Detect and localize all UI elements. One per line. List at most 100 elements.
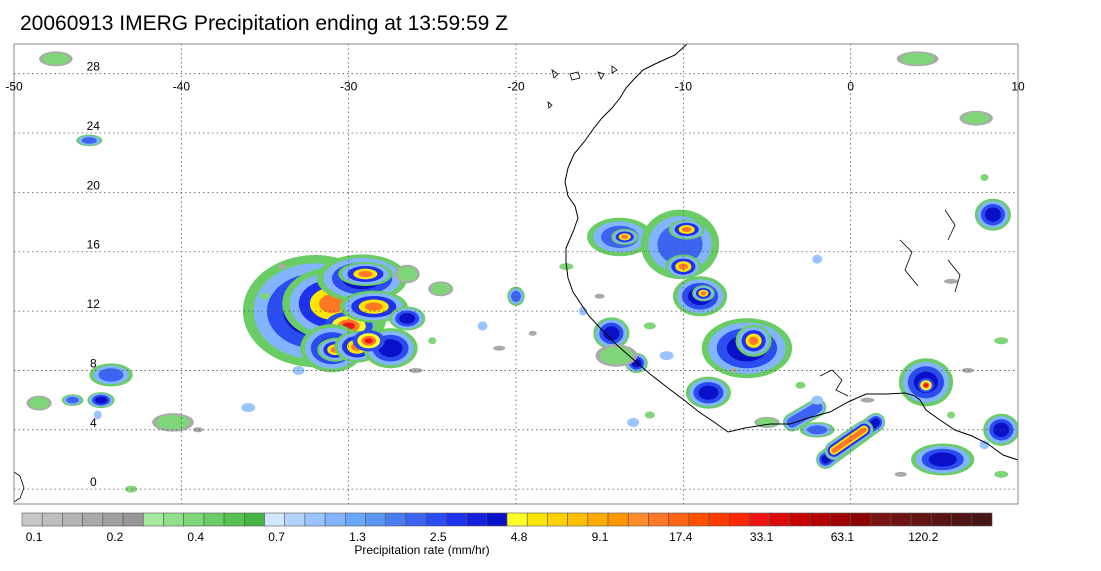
- colorbar-swatch: [668, 512, 690, 527]
- precip-cell: [621, 234, 629, 239]
- precip-cell: [81, 137, 97, 144]
- precip-speckle: [644, 411, 655, 419]
- colorbar-swatch: [789, 512, 811, 527]
- precip-cell: [993, 422, 1010, 437]
- lon-tick-label: -30: [340, 80, 358, 94]
- precip-speckle: [260, 292, 270, 300]
- colorbar-swatch: [547, 512, 568, 527]
- colorbar-swatch: [284, 512, 306, 527]
- colorbar-tick-label: 9.1: [592, 530, 609, 544]
- precip-speckle: [812, 254, 823, 264]
- colorbar-swatch: [243, 512, 265, 527]
- precip-cell: [681, 226, 692, 233]
- colorbar-swatch: [41, 512, 63, 527]
- precip-cell: [756, 417, 778, 427]
- lat-tick-label: 4: [90, 416, 97, 430]
- precip-cell: [700, 291, 707, 296]
- precip-cell: [399, 313, 416, 324]
- inland-border-1: [819, 209, 961, 397]
- lon-tick-label: 10: [1011, 80, 1025, 94]
- left-edge-coast: [14, 471, 25, 503]
- precip-cell: [984, 207, 1001, 222]
- precip-speckle: [594, 293, 605, 299]
- colorbar-swatch: [951, 512, 973, 527]
- precip-speckle: [659, 351, 674, 361]
- colorbar-swatch: [809, 512, 831, 527]
- precip-speckle: [428, 337, 437, 345]
- lat-tick-label: 12: [87, 297, 101, 311]
- precip-cell: [698, 385, 719, 400]
- coastline: [14, 44, 1018, 503]
- precip-cell: [358, 270, 373, 278]
- lat-tick-label: 8: [90, 356, 97, 370]
- precip-cell: [378, 339, 403, 358]
- precip-cell: [397, 266, 418, 282]
- colorbar-swatch: [607, 512, 629, 527]
- precip-speckle: [477, 321, 488, 331]
- colorbar-tick-label: 0.7: [268, 530, 285, 544]
- colorbar-swatch: [486, 512, 508, 527]
- precipitation-layer: [26, 51, 1018, 493]
- colorbar-tick-label: 120.2: [908, 530, 938, 544]
- precip-speckle: [894, 471, 907, 477]
- precip-speckle: [493, 345, 506, 351]
- precip-cell: [94, 396, 108, 404]
- precip-cell: [156, 414, 190, 430]
- precip-cell: [678, 263, 689, 270]
- precip-speckle: [947, 411, 956, 419]
- colorbar-tick-label: 0.2: [107, 530, 124, 544]
- colorbar-swatch: [728, 512, 750, 527]
- africa-coastline: [564, 44, 1018, 461]
- precip-speckle: [627, 417, 640, 427]
- colorbar-swatch: [506, 512, 528, 527]
- precip-cell: [603, 326, 620, 341]
- colorbar-swatch: [910, 512, 932, 527]
- colorbar-swatch: [971, 512, 993, 527]
- precip-speckle: [528, 330, 537, 336]
- precip-speckle: [980, 174, 989, 182]
- precip-speckle: [193, 427, 204, 433]
- precip-speckle: [994, 337, 1009, 345]
- colorbar-swatch: [830, 512, 851, 527]
- colorbar-swatch: [567, 512, 589, 527]
- precip-cell: [748, 336, 759, 345]
- precip-speckle: [93, 410, 102, 420]
- precip-cell: [928, 452, 957, 467]
- colorbar-swatch: [425, 512, 447, 527]
- colorbar-tick-label: 33.1: [750, 530, 774, 544]
- page-title: 20060913 IMERG Precipitation ending at 1…: [20, 12, 508, 35]
- colorbar-swatch: [931, 512, 952, 527]
- colorbar-swatch: [21, 512, 43, 527]
- colorbar-swatch: [385, 512, 407, 527]
- colorbar-swatch: [526, 512, 548, 527]
- lon-tick-label: -10: [675, 80, 693, 94]
- colorbar-swatch: [163, 512, 184, 527]
- map-frame: [13, 43, 1019, 505]
- precip-cell: [98, 368, 124, 382]
- colorbar-swatch: [870, 512, 892, 527]
- colorbar-swatch: [142, 512, 164, 527]
- precip-cell: [364, 302, 383, 311]
- lat-tick-label: 0: [90, 475, 97, 489]
- precip-speckle: [729, 367, 738, 373]
- precip-cell: [29, 397, 50, 410]
- lon-tick-label: 0: [847, 80, 854, 94]
- precip-band: [831, 427, 867, 454]
- colorbar-swatch: [365, 512, 387, 527]
- colorbar-tick-label: 4.8: [511, 530, 528, 544]
- lon-tick-label: -40: [173, 80, 191, 94]
- precip-speckle: [578, 306, 587, 316]
- precip-speckle: [277, 264, 286, 270]
- precip-cell: [319, 294, 345, 314]
- colorbar-title: Precipitation rate (mm/hr): [354, 543, 489, 557]
- colorbar-swatch: [466, 512, 488, 527]
- colorbar-swatch: [102, 512, 124, 527]
- offshore-islands: [547, 65, 618, 109]
- precip-cell: [807, 425, 828, 435]
- precip-cell: [430, 282, 451, 295]
- colorbar-swatch: [223, 512, 245, 527]
- colorbar-swatch: [324, 512, 346, 527]
- colorbar-swatch: [304, 512, 326, 527]
- precip-cell: [42, 52, 70, 65]
- colorbar-tick-label: 63.1: [831, 530, 855, 544]
